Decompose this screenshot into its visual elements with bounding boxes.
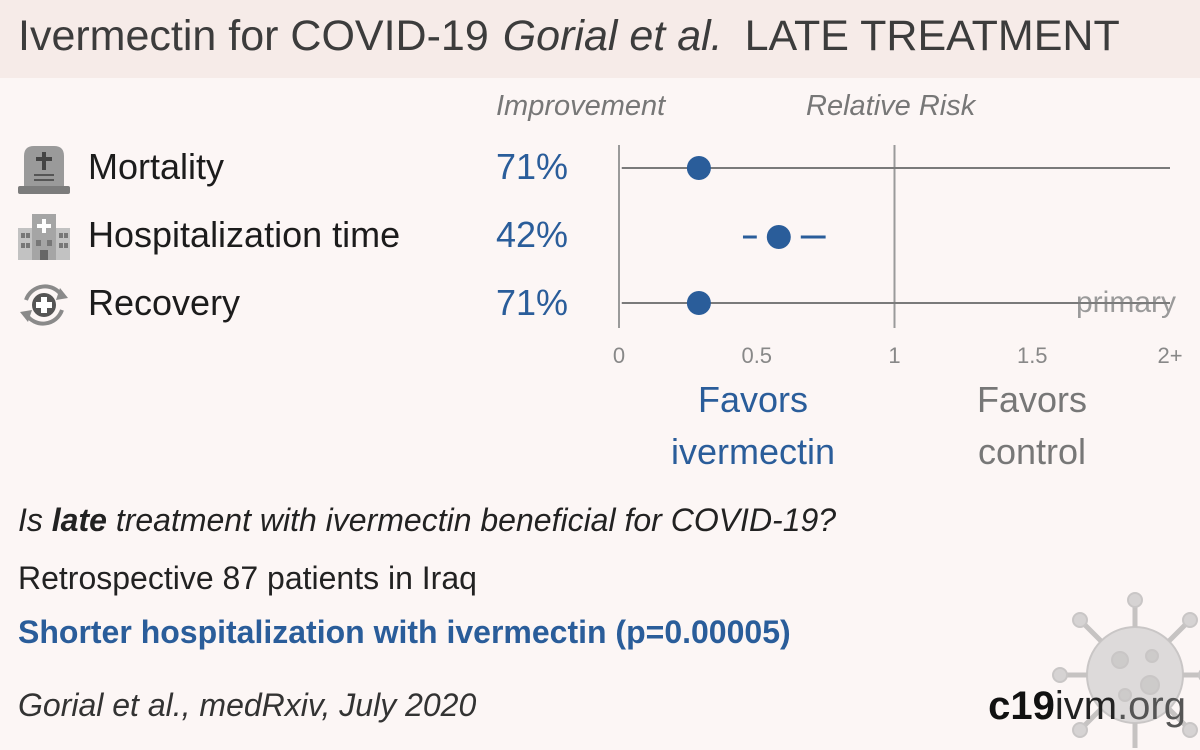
study-conclusion: Shorter hospitalization with ivermectin … [18,614,791,650]
favors-left-line1: Favors [697,379,809,420]
improvement-header: Improvement [496,90,666,122]
x-tick-label: 0 [613,343,625,368]
outcome-label: Recovery [88,282,241,323]
outcome-improvement: 71% [496,146,569,187]
point-estimate [766,225,791,249]
question-bold: late [51,502,107,538]
favors-left-line2: ivermectin [670,431,836,472]
outcome-row-recovery: Recovery 71% [16,274,596,334]
favors-right-line1: Favors [976,379,1088,420]
brand-part1: c19 [988,684,1055,728]
favors-ivermectin-label: Favors ivermectin [633,374,873,478]
study-citation: Gorial et al., medRxiv, July 2020 [18,687,477,723]
outcome-label: Hospitalization time [88,214,401,255]
outcome-label: Mortality [88,146,225,187]
outcome-improvement: 71% [496,282,569,323]
question-prefix: Is [18,502,52,538]
point-estimate [686,291,711,315]
question-suffix: treatment with ivermectin beneficial for… [106,502,837,538]
title-text: Ivermectin for COVID-19 [18,12,489,60]
relative-risk-header: Relative Risk [806,90,976,122]
title-bar [0,0,1200,78]
x-tick-label: 2+ [1157,343,1182,368]
favors-control-label: Favors control [912,374,1152,478]
forest-plot: 0 0.5 1 1.5 2+primary [613,145,1183,368]
hospital-icon [18,214,70,260]
x-tick-label: 0.5 [741,343,772,368]
favors-right-line2: control [977,431,1087,472]
title-phase: LATE TREATMENT [744,12,1120,60]
brand-logo: c19ivm.org [988,684,1186,729]
brand-part3: .org [1117,684,1186,728]
outcome-row-mortality: Mortality 71% [16,138,596,198]
x-tick-label: 1 [888,343,900,368]
study-question: Is late treatment with ivermectin benefi… [18,502,836,539]
outcome-improvement: 42% [496,214,569,255]
point-estimate [686,156,711,180]
page-title: Ivermectin for COVID-19 Gorial et al. LATE… [18,12,1120,61]
recovery-icon [20,284,68,326]
study-design: Retrospective 87 patients in Iraq [18,560,477,596]
tombstone-icon [18,146,70,194]
brand-part2: ivm [1054,684,1118,728]
virus-icon [1052,592,1200,748]
x-tick-label: 1.5 [1017,343,1048,368]
title-authors: Gorial et al. [502,12,723,60]
outcome-row-hospitalization: Hospitalization time 42% [16,206,596,266]
